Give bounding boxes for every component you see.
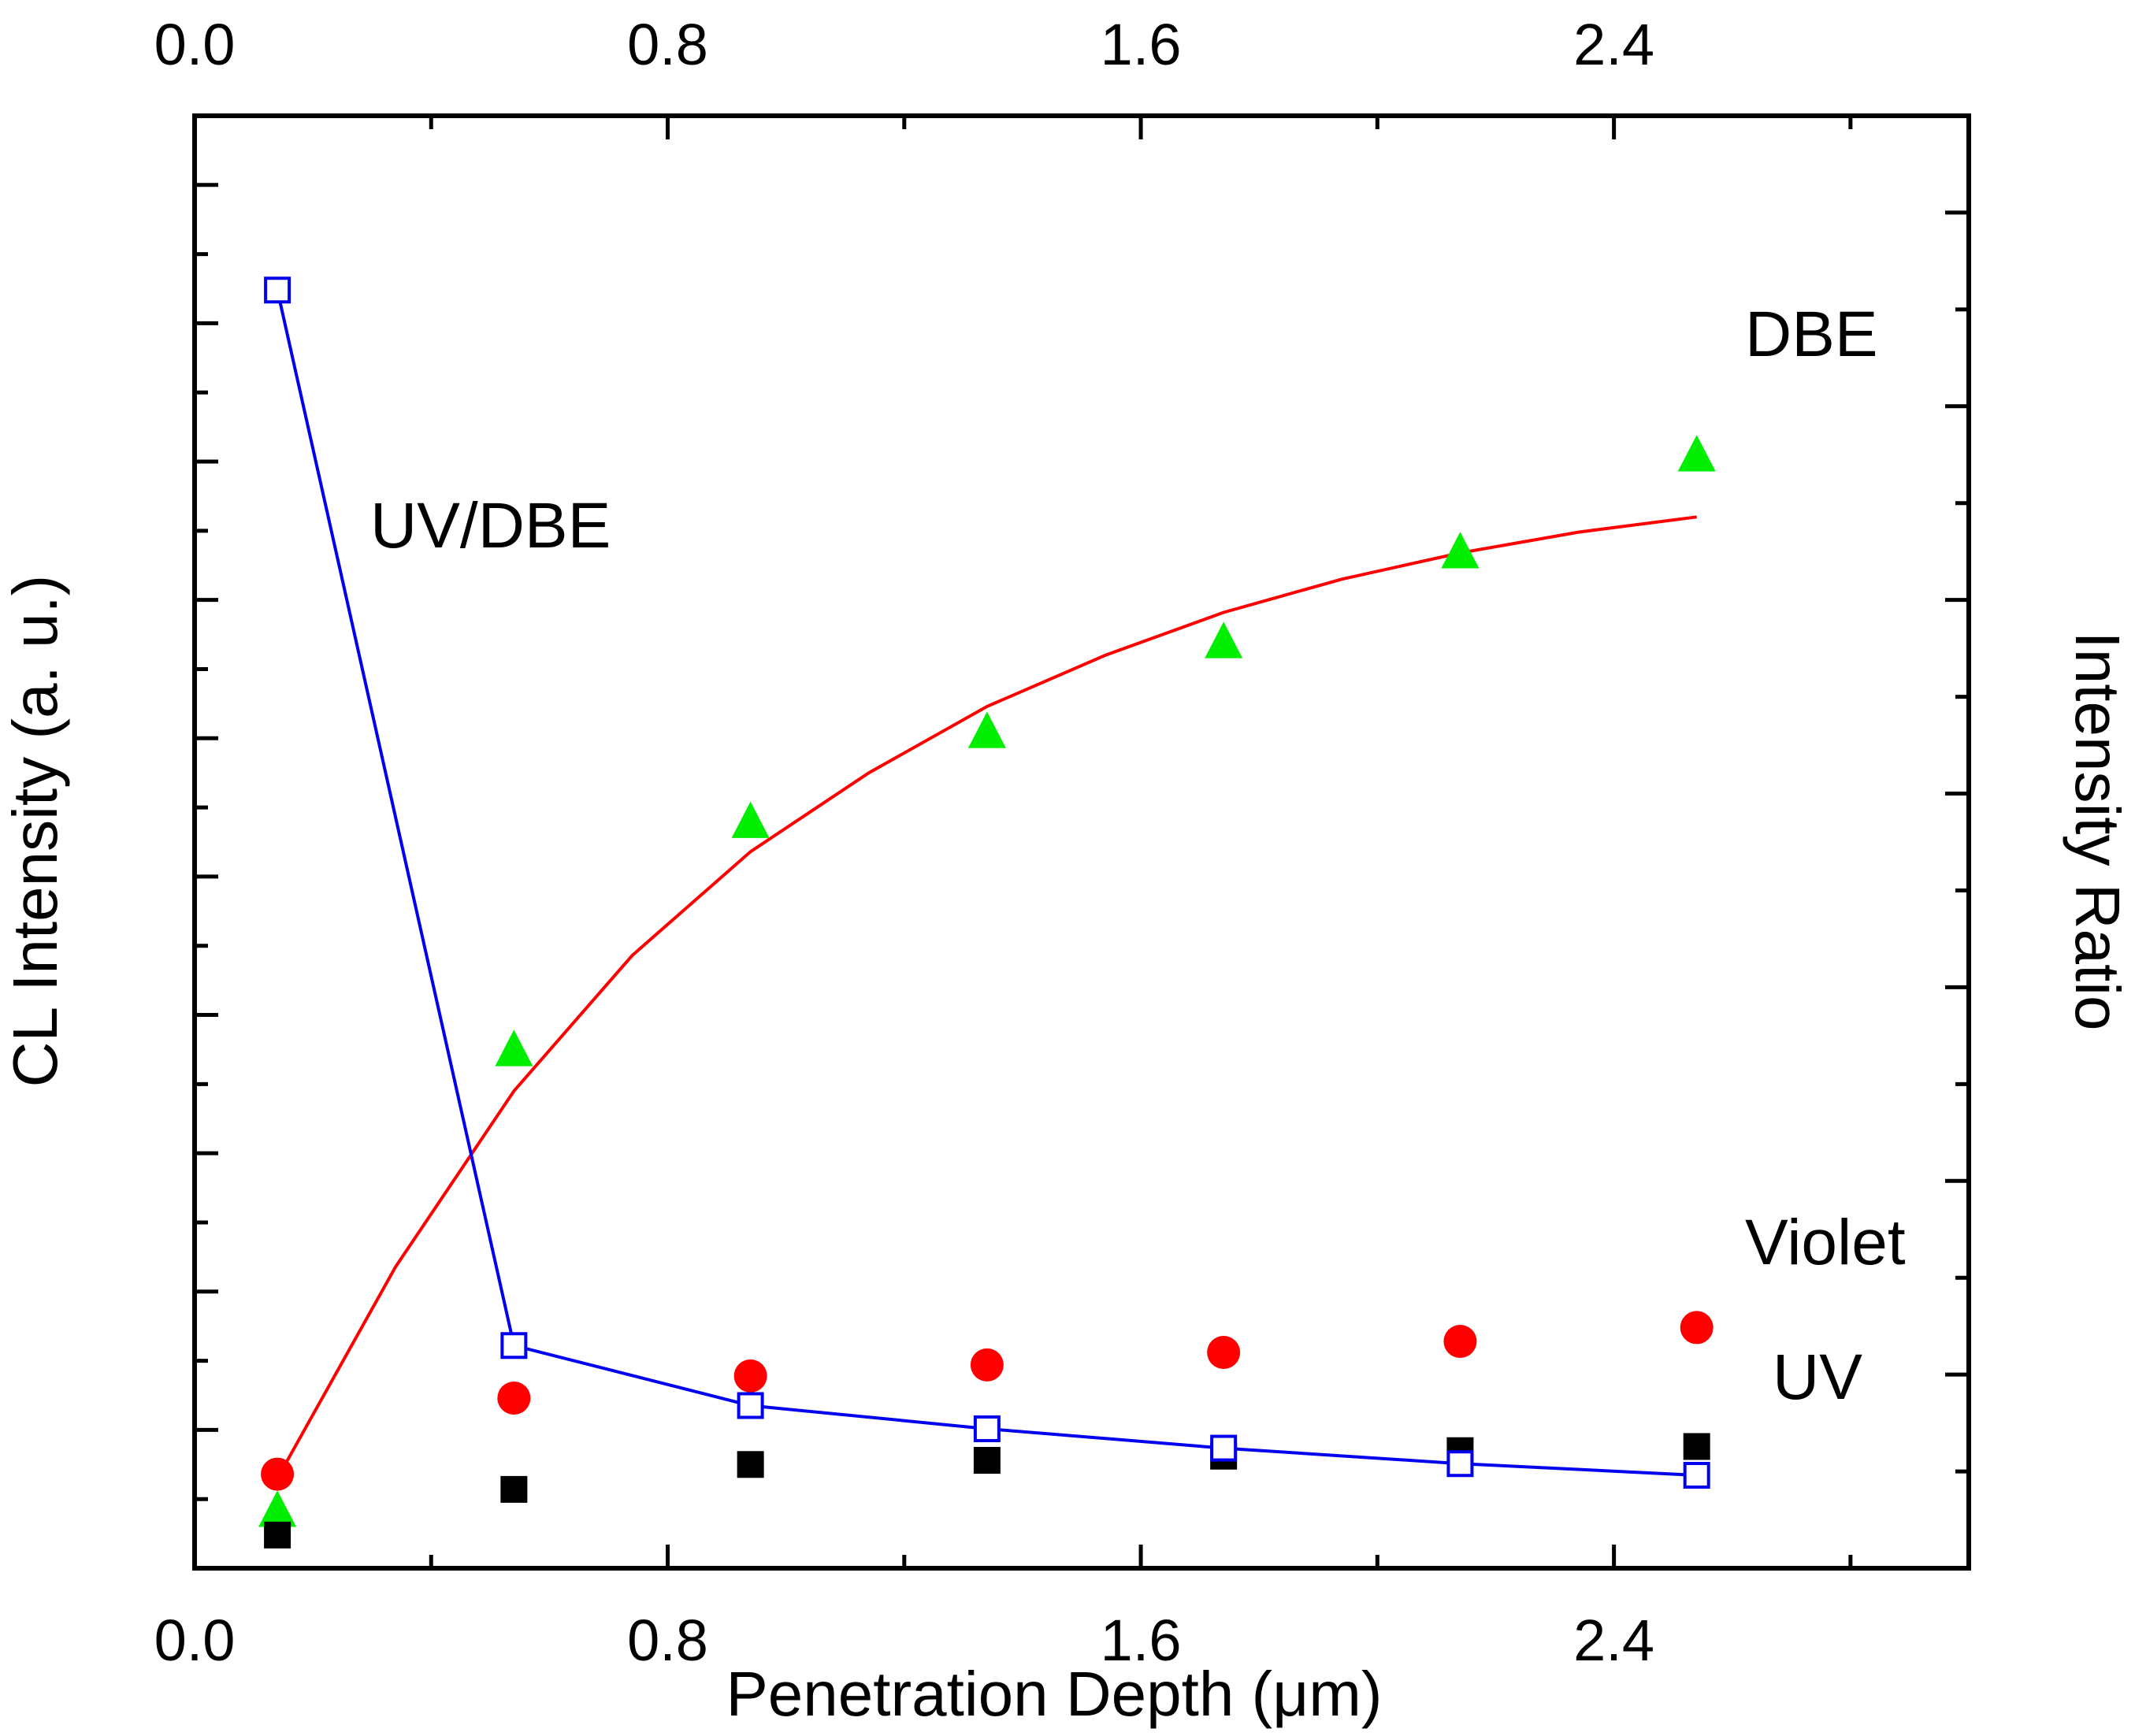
violet-point (1680, 1311, 1714, 1345)
violet-point (733, 1359, 767, 1393)
x-tick-label-bottom: 2.4 (1573, 1608, 1654, 1673)
label-dbe: DBE (1745, 299, 1878, 370)
dbe-point (1441, 532, 1480, 569)
uv-point (737, 1451, 764, 1478)
uv-dbe-point (1683, 1461, 1710, 1489)
dbe-point (967, 711, 1006, 748)
x-tick-label-bottom: 0.0 (154, 1608, 236, 1673)
uv-point (973, 1447, 1001, 1474)
label-uv-dbe: UV/DBE (370, 490, 611, 562)
uv-point (264, 1521, 291, 1549)
tick-labels: 0.0 0.0 0.8 0.8 1.6 1.6 2.4 2.4 (154, 12, 1654, 1673)
uv-dbe-point (1210, 1434, 1238, 1462)
x-tick-label-top: 0.0 (154, 12, 236, 77)
dbe-point (258, 1490, 297, 1527)
x-tick-label-top: 0.8 (627, 12, 708, 77)
dbe-point (495, 1029, 533, 1066)
uv-dbe-point (973, 1415, 1001, 1442)
label-uv: UV (1773, 1341, 1862, 1413)
x-axis-title: Penetration Depth (μm) (726, 1659, 1382, 1729)
label-violet: Violet (1745, 1207, 1906, 1278)
uv-point (1683, 1433, 1710, 1460)
violet-point (1207, 1336, 1241, 1370)
uv-dbe-line (276, 289, 1697, 1477)
x-tick-label-top: 2.4 (1573, 12, 1654, 77)
x-tick-label-top: 1.6 (1101, 12, 1182, 77)
markers (258, 276, 1716, 1549)
y-axis-title-right: Intensity Ratio (2063, 632, 2133, 1031)
violet-point (970, 1348, 1004, 1382)
y-axis-title-left: CL Intensity (a. u.) (0, 575, 70, 1088)
dbe-point (1677, 435, 1716, 472)
uv-dbe-point (1446, 1450, 1474, 1478)
plot-frame (192, 113, 1971, 1571)
dbe-fit-line (276, 515, 1697, 1479)
violet-point (497, 1381, 531, 1415)
violet-point (1443, 1324, 1477, 1358)
x-tick-label-bottom: 1.6 (1101, 1608, 1182, 1673)
uv-dbe-point (500, 1332, 528, 1359)
violet-point (261, 1457, 295, 1491)
uv-point (500, 1475, 528, 1503)
x-tick-label-bottom: 0.8 (627, 1608, 708, 1673)
uv-dbe-point (264, 276, 291, 304)
dbe-point (1205, 621, 1243, 658)
uv-dbe-point (737, 1392, 764, 1419)
ticks (192, 116, 1969, 1568)
curves (276, 289, 1697, 1479)
dbe-point (731, 801, 770, 838)
